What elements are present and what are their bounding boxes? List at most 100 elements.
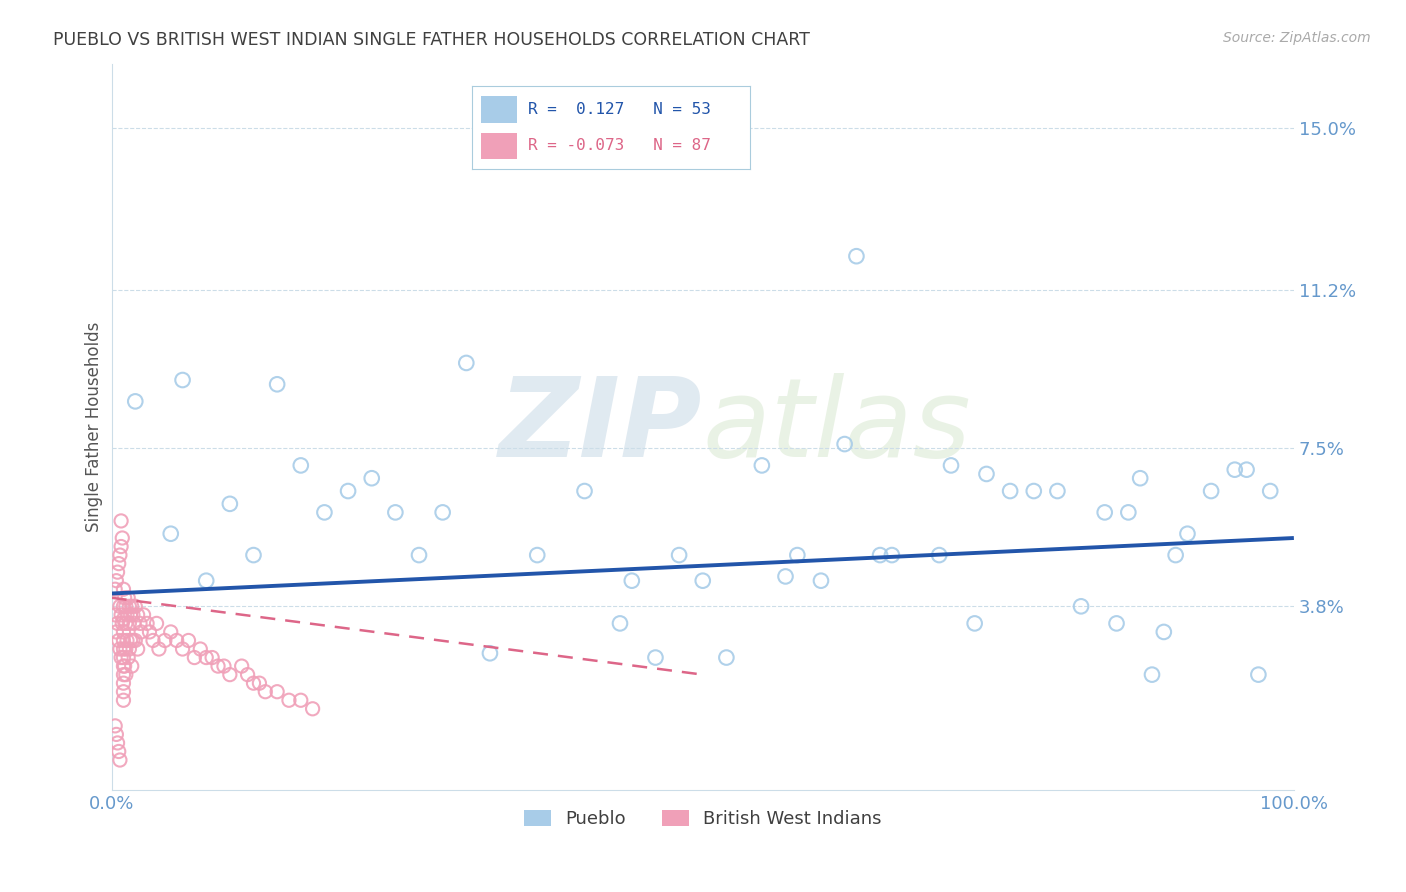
Point bbox=[127, 607, 149, 622]
Point bbox=[290, 693, 312, 707]
Point bbox=[834, 437, 856, 451]
Point bbox=[1022, 483, 1045, 498]
Point bbox=[112, 659, 135, 673]
Point bbox=[172, 642, 194, 657]
Point bbox=[108, 753, 131, 767]
Point bbox=[1177, 526, 1199, 541]
Point bbox=[107, 565, 129, 579]
Y-axis label: Single Father Households: Single Father Households bbox=[86, 322, 103, 533]
Point bbox=[105, 727, 128, 741]
Point bbox=[112, 642, 135, 657]
Point bbox=[112, 633, 135, 648]
Point bbox=[644, 650, 666, 665]
Point bbox=[928, 548, 950, 562]
Point bbox=[104, 607, 127, 622]
Point bbox=[115, 607, 138, 622]
Point bbox=[114, 591, 136, 605]
Point bbox=[231, 659, 253, 673]
Point bbox=[112, 599, 135, 614]
Point bbox=[775, 569, 797, 583]
Point bbox=[1199, 483, 1222, 498]
Point bbox=[242, 676, 264, 690]
Point bbox=[1129, 471, 1152, 485]
Point bbox=[751, 458, 773, 473]
Point bbox=[236, 667, 259, 681]
Point bbox=[609, 616, 631, 631]
Point bbox=[266, 684, 288, 698]
Point bbox=[110, 540, 132, 554]
Point bbox=[183, 650, 205, 665]
Point bbox=[716, 650, 738, 665]
Point bbox=[112, 693, 135, 707]
Point bbox=[939, 458, 962, 473]
Point bbox=[115, 633, 138, 648]
Point bbox=[1247, 667, 1270, 681]
Point bbox=[112, 667, 135, 681]
Point bbox=[122, 607, 145, 622]
Point bbox=[786, 548, 808, 562]
Point bbox=[124, 633, 146, 648]
Point bbox=[104, 719, 127, 733]
Point bbox=[148, 642, 170, 657]
Point bbox=[166, 633, 188, 648]
Point bbox=[218, 497, 240, 511]
Point bbox=[810, 574, 832, 588]
Point bbox=[1046, 483, 1069, 498]
Text: PUEBLO VS BRITISH WEST INDIAN SINGLE FATHER HOUSEHOLDS CORRELATION CHART: PUEBLO VS BRITISH WEST INDIAN SINGLE FAT… bbox=[53, 31, 810, 49]
Text: ZIP: ZIP bbox=[499, 374, 703, 481]
Point bbox=[880, 548, 903, 562]
Point bbox=[692, 574, 714, 588]
Point bbox=[129, 616, 152, 631]
Point bbox=[1236, 463, 1258, 477]
Point bbox=[112, 612, 135, 626]
Point bbox=[314, 505, 336, 519]
Point bbox=[998, 483, 1021, 498]
Point bbox=[114, 616, 136, 631]
Point bbox=[136, 616, 159, 631]
Point bbox=[112, 676, 135, 690]
Point bbox=[105, 624, 128, 639]
Point bbox=[114, 642, 136, 657]
Point bbox=[242, 548, 264, 562]
Point bbox=[110, 607, 132, 622]
Point bbox=[188, 642, 211, 657]
Point bbox=[118, 616, 141, 631]
Point bbox=[1105, 616, 1128, 631]
Point bbox=[107, 736, 129, 750]
Point bbox=[1118, 505, 1140, 519]
Point bbox=[195, 650, 218, 665]
Point bbox=[290, 458, 312, 473]
Point bbox=[114, 659, 136, 673]
Point bbox=[145, 616, 167, 631]
Point bbox=[254, 684, 277, 698]
Point bbox=[1223, 463, 1246, 477]
Point bbox=[1140, 667, 1163, 681]
Point bbox=[114, 667, 136, 681]
Point bbox=[118, 599, 141, 614]
Point bbox=[159, 624, 181, 639]
Point bbox=[360, 471, 382, 485]
Point bbox=[104, 582, 127, 597]
Point bbox=[620, 574, 643, 588]
Point bbox=[526, 548, 548, 562]
Point bbox=[112, 582, 135, 597]
Point bbox=[112, 624, 135, 639]
Point bbox=[249, 676, 271, 690]
Point bbox=[108, 548, 131, 562]
Point bbox=[117, 591, 139, 605]
Point bbox=[1258, 483, 1281, 498]
Point bbox=[1094, 505, 1116, 519]
Point bbox=[153, 633, 176, 648]
Text: Source: ZipAtlas.com: Source: ZipAtlas.com bbox=[1223, 31, 1371, 45]
Point bbox=[1070, 599, 1092, 614]
Point bbox=[108, 599, 131, 614]
Point bbox=[408, 548, 430, 562]
Point bbox=[301, 702, 323, 716]
Point bbox=[124, 599, 146, 614]
Point bbox=[172, 373, 194, 387]
Point bbox=[110, 650, 132, 665]
Point bbox=[110, 514, 132, 528]
Point bbox=[869, 548, 891, 562]
Point bbox=[963, 616, 986, 631]
Point bbox=[132, 607, 155, 622]
